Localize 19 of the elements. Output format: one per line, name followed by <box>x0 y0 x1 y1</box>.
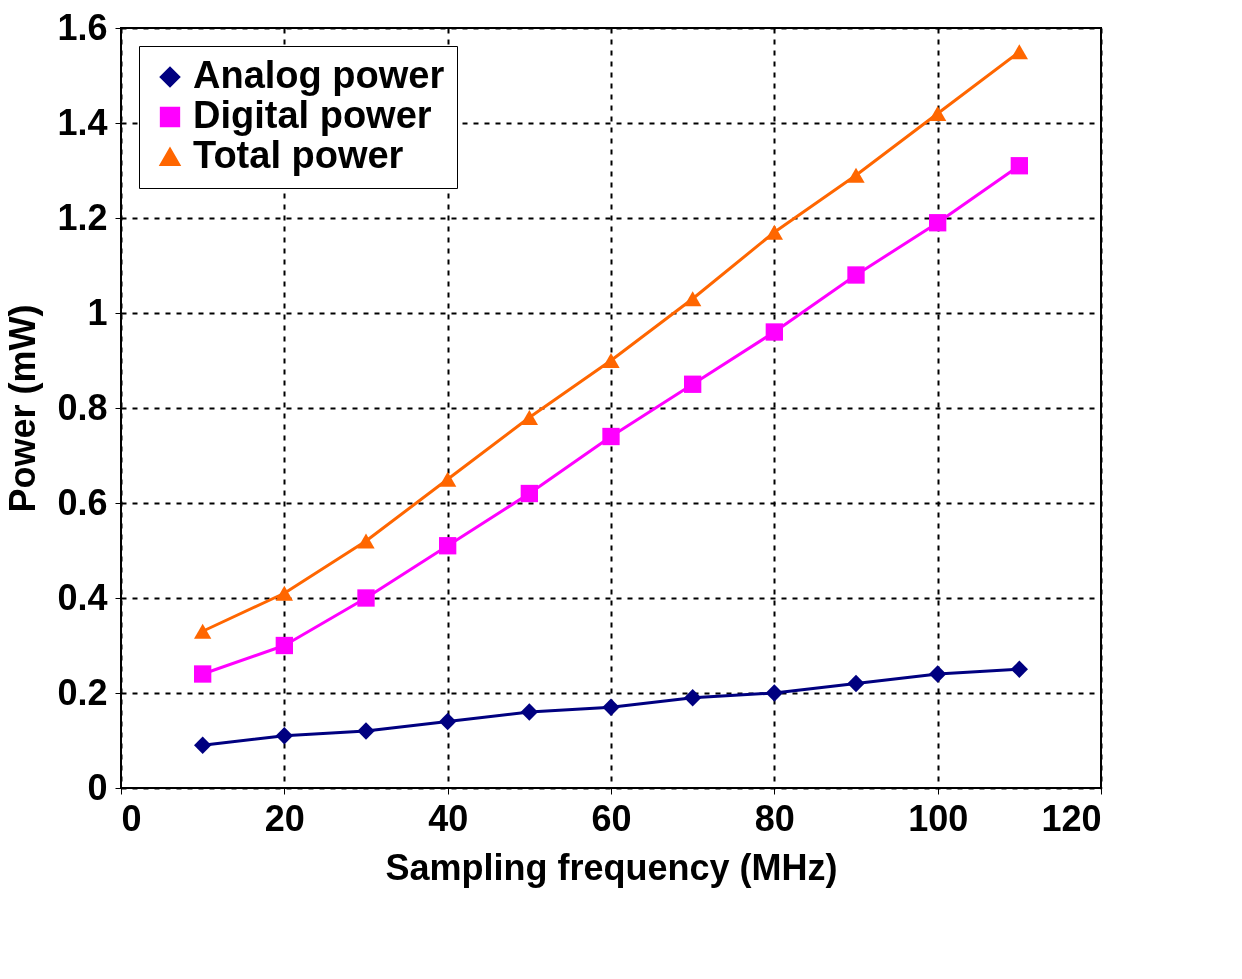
x-tick-label: 40 <box>428 797 469 839</box>
y-tick-label: 1.4 <box>57 101 108 143</box>
y-tick-label: 1.2 <box>57 196 108 238</box>
x-tick-label: 100 <box>908 797 969 839</box>
x-tick-label: 80 <box>754 797 795 839</box>
y-axis-title: Power (mW) <box>2 304 44 513</box>
y-tick-label: 1.6 <box>57 6 108 48</box>
x-tick-label: 0 <box>121 797 142 839</box>
x-tick-label: 120 <box>1041 797 1102 839</box>
y-tick-label: 1 <box>87 291 108 333</box>
y-tick-label: 0.2 <box>57 671 108 713</box>
x-axis-title: Sampling frequency (MHz) <box>385 846 838 888</box>
y-tick-label: 0.8 <box>57 386 108 428</box>
x-tick-label: 60 <box>591 797 632 839</box>
y-tick-label: 0.6 <box>57 481 108 523</box>
y-tick-label: 0 <box>87 766 108 808</box>
legend-label: Analog power <box>193 54 445 96</box>
x-tick-label: 20 <box>264 797 305 839</box>
y-tick-label: 0.4 <box>57 576 108 618</box>
